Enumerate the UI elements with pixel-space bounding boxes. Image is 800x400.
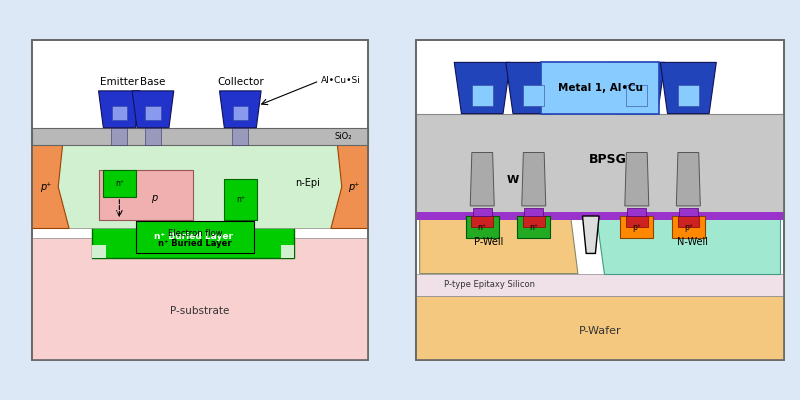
Bar [627, 208, 646, 216]
Text: Collector: Collector [217, 77, 264, 87]
Text: Emitter: Emitter [100, 77, 138, 87]
Bar [99, 170, 194, 220]
Polygon shape [98, 91, 140, 128]
Bar [146, 106, 161, 120]
Bar [626, 86, 647, 106]
Bar [32, 128, 368, 145]
Text: n⁺ Buried Layer: n⁺ Buried Layer [158, 239, 232, 248]
Text: p⁺: p⁺ [348, 182, 360, 192]
Text: P-type Epitaxy Silicon: P-type Epitaxy Silicon [444, 280, 535, 289]
Bar [416, 212, 784, 220]
Text: n⁺: n⁺ [115, 179, 124, 188]
Polygon shape [582, 216, 599, 254]
Polygon shape [454, 62, 510, 114]
Text: p⁺: p⁺ [40, 182, 52, 192]
Text: BPSG: BPSG [589, 153, 626, 166]
Text: n-Epi: n-Epi [295, 178, 320, 188]
Bar [32, 238, 368, 360]
Polygon shape [522, 152, 546, 206]
Text: W: W [507, 175, 519, 185]
Text: Electron flow: Electron flow [168, 229, 222, 238]
Polygon shape [132, 91, 174, 128]
Bar [223, 178, 257, 220]
Text: n⁺: n⁺ [530, 223, 538, 232]
Text: P-substrate: P-substrate [170, 306, 230, 316]
Bar [111, 128, 127, 145]
Bar [523, 216, 545, 227]
Bar [416, 274, 784, 296]
Bar [416, 296, 784, 360]
Text: n⁺: n⁺ [478, 223, 486, 232]
Polygon shape [660, 62, 716, 114]
Text: Al•Cu•Si: Al•Cu•Si [321, 76, 361, 85]
Bar [145, 128, 161, 145]
Text: SiO₂: SiO₂ [334, 132, 352, 141]
Bar [136, 222, 254, 253]
Bar [626, 216, 647, 227]
Text: P-Wafer: P-Wafer [578, 326, 622, 336]
Polygon shape [420, 216, 578, 274]
Polygon shape [625, 152, 649, 206]
Text: Base: Base [140, 77, 166, 87]
Bar [620, 216, 654, 238]
Bar [112, 106, 127, 120]
Bar [473, 208, 492, 216]
Text: Metal 1, Al•Cu: Metal 1, Al•Cu [558, 83, 642, 93]
Text: n⁺: n⁺ [236, 195, 245, 204]
Bar [678, 216, 699, 227]
Bar [523, 86, 544, 106]
Bar [281, 245, 294, 258]
Bar [678, 208, 698, 216]
Bar [472, 86, 493, 106]
Bar [32, 40, 368, 360]
Text: P-Well: P-Well [474, 237, 503, 247]
Bar [93, 245, 106, 258]
Bar [93, 216, 294, 258]
Bar [32, 40, 368, 360]
Polygon shape [596, 216, 780, 274]
Bar [517, 216, 550, 238]
Bar [471, 216, 493, 227]
Polygon shape [676, 152, 700, 206]
Bar [672, 216, 705, 238]
Bar [524, 208, 543, 216]
Polygon shape [219, 91, 261, 128]
Text: p⁺: p⁺ [684, 223, 693, 232]
Bar [416, 40, 784, 360]
Bar [233, 106, 248, 120]
Polygon shape [470, 152, 494, 206]
Bar [416, 114, 784, 216]
Polygon shape [331, 145, 368, 228]
Text: p: p [150, 193, 157, 203]
Bar [466, 216, 499, 238]
Text: N-Well: N-Well [677, 237, 707, 247]
Polygon shape [609, 62, 665, 114]
Text: n⁺ Buried Layer: n⁺ Buried Layer [154, 232, 233, 241]
Text: p⁺: p⁺ [632, 223, 642, 232]
Polygon shape [32, 145, 69, 228]
Bar [678, 86, 698, 106]
Bar [32, 145, 368, 228]
Bar [102, 170, 136, 197]
Polygon shape [506, 62, 562, 114]
Bar [541, 62, 659, 114]
Bar [416, 40, 784, 360]
Bar [232, 128, 248, 145]
